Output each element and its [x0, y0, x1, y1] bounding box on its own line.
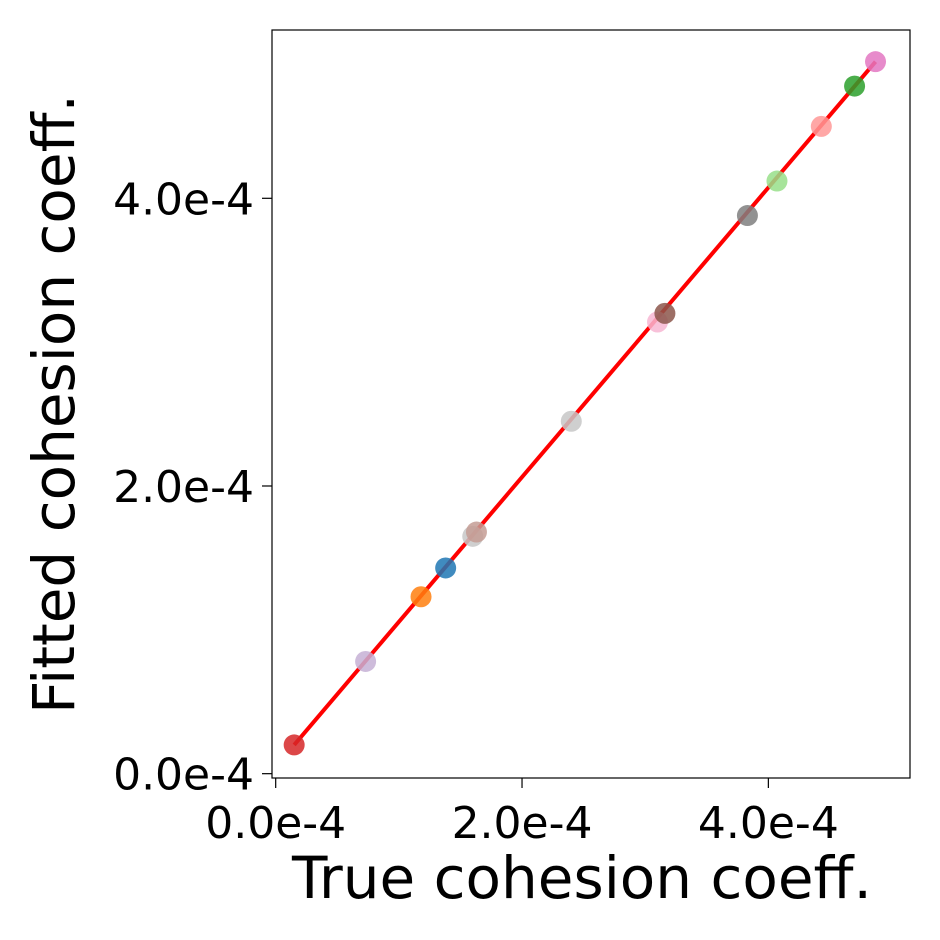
data-point-6 [465, 521, 487, 543]
x-axis-ticks: 0.0e-4 2.0e-4 4.0e-4 [205, 778, 839, 849]
data-point-9 [654, 302, 676, 324]
x-axis-label: True cohesion coeff. [291, 844, 872, 912]
plot-area [271, 29, 911, 779]
data-point-2 [355, 650, 377, 672]
data-point-1 [283, 734, 305, 756]
data-point-13 [844, 75, 866, 97]
data-point-4 [435, 557, 457, 579]
x-tick-label-2: 2.0e-4 [452, 798, 593, 849]
data-point-7 [560, 410, 582, 432]
data-point-14 [865, 51, 887, 73]
y-axis-ticks: 0.0e-4 2.0e-4 4.0e-4 [113, 174, 272, 801]
y-tick-label-2: 2.0e-4 [113, 462, 254, 513]
x-tick-label-3: 4.0e-4 [698, 798, 839, 849]
x-tick-label-1: 0.0e-4 [205, 798, 346, 849]
y-tick-label-3: 4.0e-4 [113, 174, 254, 225]
y-tick-label-1: 0.0e-4 [113, 750, 254, 801]
data-point-10 [736, 205, 758, 227]
data-point-11 [766, 170, 788, 192]
y-axis-label: Fitted cohesion coeff. [20, 94, 88, 714]
points-layer [283, 51, 887, 756]
data-point-12 [810, 115, 832, 137]
data-point-3 [410, 586, 432, 608]
